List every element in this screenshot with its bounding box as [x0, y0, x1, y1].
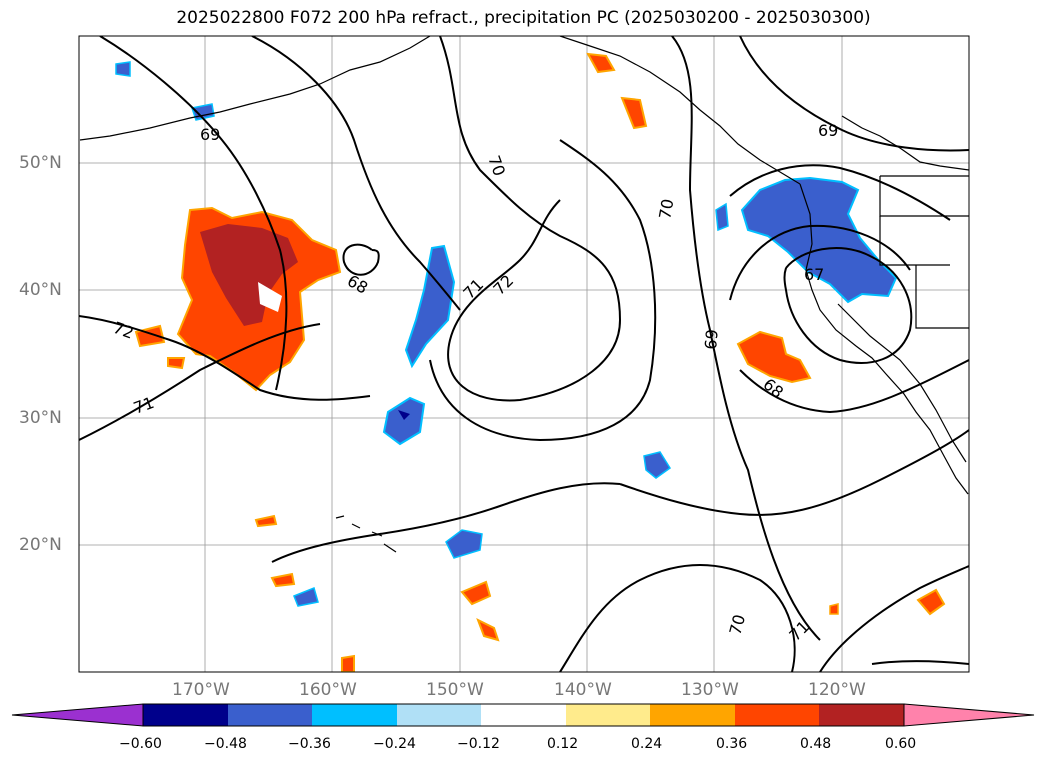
precip-east-blue — [740, 176, 898, 304]
colorbar-bin — [735, 704, 819, 726]
lon-label: 130°W — [681, 680, 739, 700]
colorbar-bin — [481, 704, 566, 726]
map-title: 2025022800 F072 200 hPa refract., precip… — [176, 8, 871, 28]
colorbar-bin — [566, 704, 650, 726]
map-plot-area: 69 70 70 69 68 71 72 72 71 67 68 69 70 7… — [79, 36, 969, 672]
contour-label: 67 — [804, 265, 824, 284]
colorbar-bin — [228, 704, 312, 726]
lat-label: 20°N — [19, 535, 62, 555]
colorbar-tick-label: −0.12 — [457, 736, 500, 752]
lat-label: 50°N — [19, 153, 62, 173]
colorbar-tick-label: 0.24 — [631, 736, 663, 752]
precip-orange-patches — [254, 52, 946, 672]
precip-central-blue — [115, 61, 729, 607]
refractivity-contours — [79, 36, 969, 672]
lat-label: 40°N — [19, 280, 62, 300]
contour-label: 69 — [818, 121, 838, 140]
colorbar-tick-label: 0.60 — [885, 736, 917, 752]
contour-label: 69 — [701, 328, 722, 350]
precip-west-red — [134, 206, 342, 392]
colorbar-tick-label: −0.48 — [204, 736, 247, 752]
colorbar-min-extend — [11, 703, 144, 727]
colorbar-tick-label: 0.36 — [716, 736, 748, 752]
contour-label: 70 — [726, 612, 750, 637]
lon-label: 170°W — [172, 680, 230, 700]
colorbar-frame — [142, 703, 905, 727]
colorbar-tick-label: −0.60 — [119, 736, 162, 752]
plot-frame — [78, 35, 970, 673]
lon-label: 150°W — [426, 680, 484, 700]
colorbar-bin — [312, 704, 397, 726]
colorbar-tick-label: 0.12 — [547, 736, 579, 752]
lat-label: 30°N — [19, 408, 62, 428]
colorbar-bin — [143, 704, 228, 726]
colorbar-max-extend — [903, 703, 1035, 727]
coastlines — [79, 36, 969, 553]
colorbar-tick-label: −0.24 — [373, 736, 416, 752]
lon-label: 160°W — [299, 680, 357, 700]
colorbar-tick-label: 0.48 — [800, 736, 832, 752]
colorbar-tick-label: −0.36 — [288, 736, 331, 752]
colorbar-bin — [650, 704, 735, 726]
lon-label: 140°W — [554, 680, 612, 700]
colorbar-bin — [397, 704, 481, 726]
lon-label: 120°W — [808, 680, 866, 700]
contour-label: 69 — [200, 125, 220, 144]
colorbar — [11, 703, 1035, 727]
colorbar-bin — [819, 704, 904, 726]
contour-label: 70 — [655, 197, 677, 220]
